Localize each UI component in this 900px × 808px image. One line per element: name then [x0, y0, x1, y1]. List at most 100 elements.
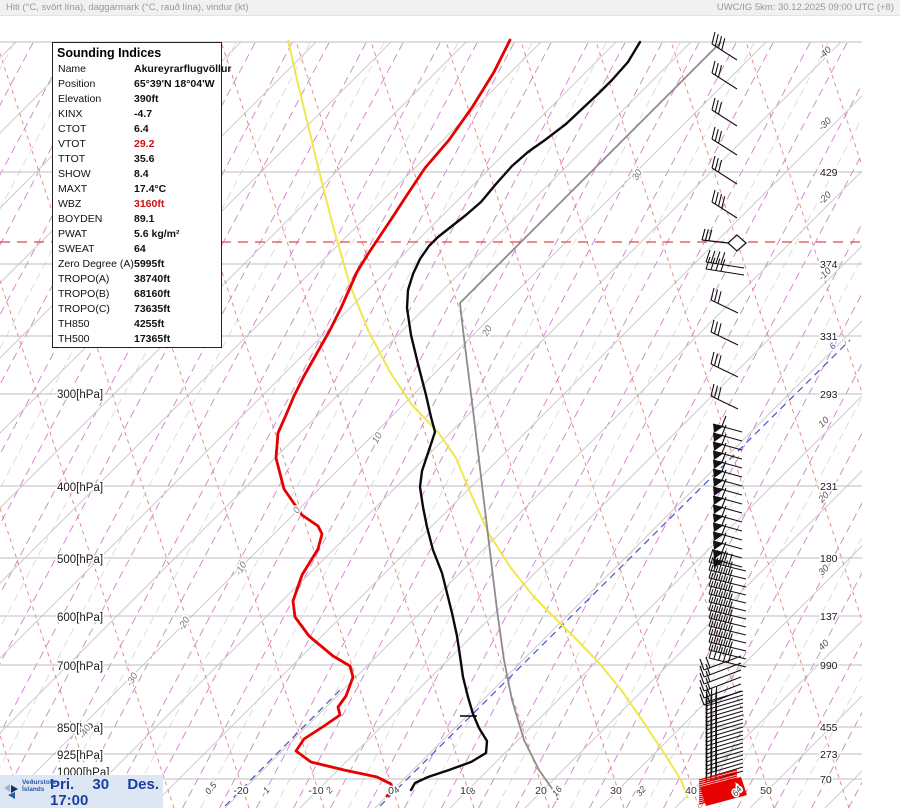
index-value: 68160ft [134, 288, 171, 300]
mixing-ratio-line [848, 781, 862, 808]
wind-barb [705, 714, 744, 727]
index-value: 390ft [134, 93, 159, 105]
mixing-ratio-line [552, 223, 862, 808]
isotherm-line [674, 620, 862, 808]
mixing-ratio-line [256, 41, 663, 808]
wind-barb-tick [713, 353, 719, 366]
datetime-display[interactable]: Þri. 30 Des. 17:00 [50, 775, 163, 808]
yellow-reference-curve [287, 39, 689, 799]
wind-barb-tick [722, 648, 728, 662]
mixing-ratio-line [0, 41, 108, 246]
wind-barb [705, 738, 744, 751]
wind-barb-tick [718, 623, 724, 637]
wind-barb-tick [708, 564, 714, 579]
background-grid [0, 41, 862, 808]
wind-barb-tick [717, 102, 723, 115]
index-value: 6.4 [134, 123, 149, 135]
index-row: Position 65°39'N 18°04'W [53, 77, 221, 92]
index-value: Akureyrarflugvöllur [134, 63, 232, 75]
pressure-axis-label: 300[hPa] [57, 389, 103, 401]
dry-adiabat-line [0, 52, 250, 808]
wind-barb-tick [718, 567, 724, 581]
wind-barb-tick [718, 607, 724, 621]
wind-barb-pennant-tick [721, 532, 727, 544]
indices-title: Sounding Indices [57, 46, 162, 60]
mixing-ratio-label: 1 [261, 785, 272, 795]
datetime-overlay[interactable]: Veðurstofa Íslands Þri. 30 Des. 17:00 [0, 775, 163, 808]
index-label: TROPO(B) [58, 288, 110, 300]
right-height-label: 293 [820, 389, 838, 401]
wind-barb-tick [710, 257, 716, 270]
gray-dashed-line [348, 41, 755, 808]
top-bar: Hiti (°C, svört lína), daggarmark (°C, r… [0, 0, 900, 16]
surface-wind-barb [698, 789, 738, 801]
mixing-ratio-line [737, 572, 862, 808]
wind-barb-tick [727, 569, 733, 583]
wind-barb-tick [711, 60, 716, 74]
gray-dashed-line [274, 41, 681, 808]
wind-barb-cross-tick [699, 658, 705, 671]
mixing-ratio-line [478, 83, 862, 808]
wind-barb [711, 109, 738, 127]
wind-barb-tick [711, 189, 716, 203]
index-value: 65°39'N 18°04'W [134, 78, 215, 90]
wind-barb-tick [708, 644, 714, 659]
mixing-ratio-label: 16 [550, 784, 564, 798]
surface-wind-barb [698, 783, 738, 795]
dewpoint-curve [274, 38, 512, 798]
mixing-ratio-line [145, 41, 552, 808]
wind-barb-pennant-tick [721, 451, 727, 463]
wind-barb-tick [713, 566, 719, 580]
right-isotherm-label: -30 [816, 115, 834, 133]
right-isotherm-label: -20 [816, 189, 834, 207]
time-label[interactable]: 17:00 [50, 792, 89, 808]
wind-barb [705, 750, 744, 763]
wind-barb-tick [727, 625, 733, 639]
month-label[interactable]: Des. [127, 776, 159, 793]
wind-barb-pennant [713, 469, 724, 478]
wind-barb [705, 694, 744, 707]
wind-barb [708, 641, 747, 652]
wind-barb-tick [727, 553, 733, 567]
wind-barb [711, 138, 738, 156]
index-label: Position [58, 78, 96, 90]
wind-barb-tick [727, 577, 733, 591]
wind-barb [708, 633, 747, 644]
day-number[interactable]: 30 [92, 776, 110, 793]
mixing-ratio-line [34, 41, 441, 808]
mixing-ratio-line [774, 641, 862, 808]
wind-barb-tick [727, 601, 733, 615]
mixing-ratio-line [0, 41, 367, 735]
wind-barb-tick [727, 641, 733, 655]
wind-barb-tick [722, 576, 728, 590]
wind-barb-tick [717, 65, 723, 78]
weekday-label[interactable]: Þri. [50, 776, 75, 793]
mixing-ratio-line [0, 41, 330, 665]
index-row: WBZ 3160ft [53, 197, 221, 212]
surface-wind-barb [698, 769, 738, 781]
wind-barb-column [699, 31, 747, 783]
wind-barb-pennant [713, 523, 724, 532]
wind-barb-tick [714, 99, 719, 113]
wind-barb-tick [713, 590, 719, 604]
wind-barb [705, 698, 744, 711]
wind-barb-pennant [713, 487, 724, 496]
wind-barb [708, 601, 747, 612]
wind-barb-pennant-tick [721, 523, 727, 535]
mixing-ratio-line [293, 41, 700, 808]
mixing-ratio-line [367, 41, 774, 808]
wind-barb [708, 657, 747, 668]
wind-barb-tick [717, 160, 723, 173]
index-row: Zero Degree (A) 5995ft [53, 257, 221, 272]
wind-barb-tick [713, 622, 719, 636]
wind-barb-cross-tick [699, 672, 705, 685]
dry-adiabat-line [295, 41, 550, 808]
index-value: 38740ft [134, 273, 171, 285]
wind-barb-tick [714, 62, 719, 76]
adiabat-label: -10 [233, 559, 250, 577]
wind-barb-pennant-tick [721, 496, 727, 508]
wind-barb-tick [713, 550, 719, 564]
wind-barb-cross-tick [699, 693, 705, 706]
wind-barb-pennant-tick [721, 505, 727, 517]
wind-barb [708, 617, 747, 628]
